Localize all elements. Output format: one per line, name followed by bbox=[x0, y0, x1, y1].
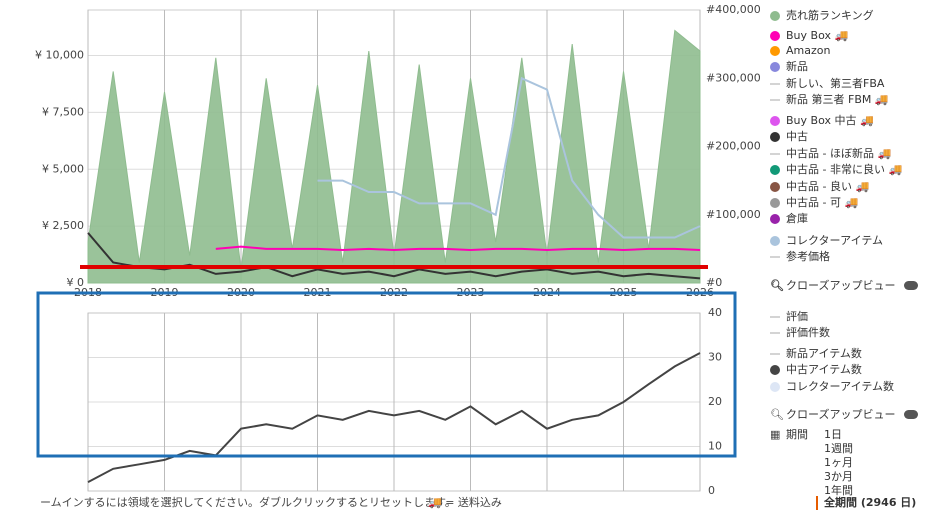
y2-tick-label: #0 bbox=[706, 276, 722, 289]
y-tick-label: 0 bbox=[708, 484, 715, 497]
y-tick-label: ¥ 10,000 bbox=[35, 49, 84, 62]
series-line bbox=[215, 245, 701, 252]
period-label: 期間 bbox=[786, 428, 808, 441]
y2-tick-label: #200,000 bbox=[706, 140, 761, 153]
legend-label: 中古品 - 良い 🚚 bbox=[786, 179, 869, 193]
hint: ームインするには領域を選択してください。ダブルクリックするとリセットします。 bbox=[40, 495, 456, 509]
legend-label: 売れ筋ランキング bbox=[786, 8, 874, 22]
search-icon: 🔍︎ bbox=[770, 279, 784, 292]
legend-marker bbox=[770, 46, 780, 56]
closeup-toggle[interactable]: クローズアップビュー bbox=[786, 407, 895, 421]
series-line bbox=[87, 352, 701, 483]
selected-marker bbox=[816, 496, 818, 510]
legend-label: 新しい、第三者FBA bbox=[786, 76, 885, 90]
period-option[interactable]: 3か月 bbox=[824, 470, 853, 483]
blue-annotation-box bbox=[36, 291, 737, 458]
legend-marker bbox=[770, 165, 780, 175]
legend-label: 倉庫 bbox=[786, 211, 808, 225]
legend-label: 中古品 - ほぼ新品 🚚 bbox=[786, 146, 891, 160]
toggle[interactable] bbox=[904, 410, 918, 419]
y-tick-label: 40 bbox=[708, 306, 722, 319]
legend-label: 中古品 - 非常に良い 🚚 bbox=[786, 162, 902, 176]
legend-marker bbox=[770, 365, 780, 375]
legend-label: コレクターアイテム bbox=[786, 234, 883, 247]
legend-label: 中古アイテム数 bbox=[786, 363, 862, 376]
legend-label: Buy Box 中古 🚚 bbox=[786, 114, 874, 127]
y-tick-label: ¥ 2,500 bbox=[42, 219, 84, 232]
legend-label: 評価件数 bbox=[786, 325, 830, 339]
legend-label: 新品 bbox=[786, 59, 808, 73]
legend-label: Amazon bbox=[786, 44, 830, 57]
series-line bbox=[87, 232, 701, 280]
legend-marker bbox=[770, 62, 780, 72]
y-tick-label: 20 bbox=[708, 395, 722, 408]
legend-marker bbox=[770, 182, 780, 192]
y-tick-label: ¥ 7,500 bbox=[42, 105, 84, 118]
legend-label: 新品アイテム数 bbox=[786, 346, 862, 360]
legend-label: 中古品 - 可 🚚 bbox=[786, 196, 858, 209]
legend-label: 評価 bbox=[786, 309, 808, 323]
legend-label: Buy Box 🚚 bbox=[786, 29, 848, 42]
y-tick-label: 10 bbox=[708, 440, 722, 453]
legend-marker bbox=[770, 198, 780, 208]
legend-marker bbox=[770, 11, 780, 21]
toggle[interactable] bbox=[904, 281, 918, 290]
y-tick-label: 30 bbox=[708, 351, 722, 364]
legend-label: 中古 bbox=[786, 130, 808, 143]
period-option[interactable]: 1週間 bbox=[824, 442, 853, 455]
series-line bbox=[317, 76, 701, 239]
shipping-note: 🚚 = 送料込み bbox=[428, 495, 502, 509]
legend-marker bbox=[770, 31, 780, 41]
legend-label: 参考価格 bbox=[786, 249, 830, 263]
period-option[interactable]: 1日 bbox=[824, 428, 842, 441]
y2-tick-label: #400,000 bbox=[706, 3, 761, 16]
search-icon: 🔍︎ bbox=[770, 408, 784, 421]
legend-marker bbox=[770, 132, 780, 142]
period-option[interactable]: 1年間 bbox=[824, 483, 853, 497]
closeup-toggle[interactable]: クローズアップビュー bbox=[786, 278, 895, 292]
y2-tick-label: #100,000 bbox=[706, 208, 761, 221]
y2-tick-label: #300,000 bbox=[706, 71, 761, 84]
y-tick-label: ¥ 0 bbox=[67, 276, 85, 289]
legend-marker bbox=[770, 382, 780, 392]
legend-label: 新品 第三者 FBM 🚚 bbox=[786, 92, 889, 106]
legend-label: コレクターアイテム数 bbox=[786, 380, 894, 393]
rank-area bbox=[87, 29, 701, 284]
legend-marker bbox=[770, 116, 780, 126]
legend-marker bbox=[770, 214, 780, 224]
y-tick-label: ¥ 5,000 bbox=[42, 162, 84, 175]
calendar-icon: ▦ bbox=[770, 428, 780, 441]
period-option[interactable]: 1ヶ月 bbox=[824, 456, 853, 469]
legend-marker bbox=[770, 236, 780, 246]
period-selected[interactable]: 全期間 (2946 日) bbox=[823, 495, 916, 509]
